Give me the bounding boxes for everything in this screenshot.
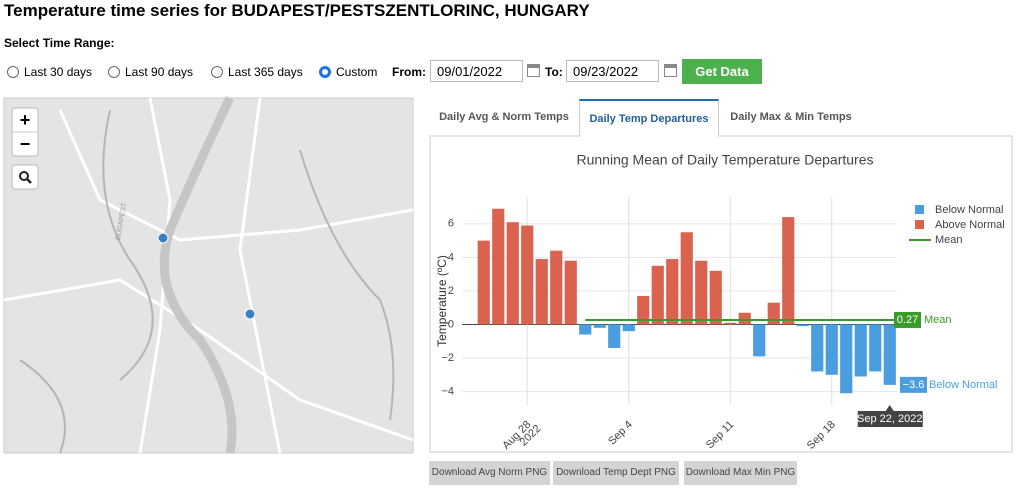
zoom-out[interactable]: − [20, 134, 31, 154]
bar [695, 260, 708, 325]
bar [651, 265, 664, 325]
tooltip-box [857, 411, 923, 427]
legend-swatch [915, 220, 924, 229]
radio-label: Last 30 days [24, 65, 93, 79]
legend-label: Above Normal [935, 219, 1005, 231]
zoom-in[interactable]: + [20, 110, 31, 130]
bar [477, 240, 490, 325]
bar [492, 208, 505, 325]
bar [579, 324, 592, 335]
bar [825, 324, 838, 375]
value-label-name: Below Normal [929, 379, 997, 391]
y-tick-label: 4 [448, 251, 454, 263]
bar [506, 222, 519, 325]
bar [535, 259, 548, 325]
search-icon [19, 171, 29, 181]
bar [811, 324, 824, 372]
map-river [159, 96, 237, 454]
download-button[interactable]: Download Max Min PNG [684, 461, 797, 485]
from-label: From: [392, 65, 426, 79]
bar [854, 324, 867, 377]
mean-label-name: Mean [924, 314, 952, 326]
bar [680, 232, 693, 325]
bar [709, 270, 722, 325]
y-tick-label: 0 [448, 318, 454, 330]
to-input[interactable]: 09/23/2022 [566, 60, 659, 82]
radio-label: Last 90 days [125, 65, 194, 79]
search-icon [26, 178, 32, 184]
bar [840, 324, 853, 394]
map-roads [3, 97, 414, 454]
bar [666, 259, 679, 325]
station-marker[interactable] [157, 232, 169, 244]
download-button[interactable]: Download Avg Norm PNG [429, 461, 550, 485]
tooltip-pointer [885, 405, 894, 411]
search-button[interactable] [11, 164, 39, 190]
tab[interactable]: Daily Temp Departures [579, 99, 719, 137]
value-label: −3.6 [903, 379, 925, 391]
value-label-box [900, 376, 927, 393]
bar [550, 250, 563, 325]
radio-label: Custom [336, 65, 378, 79]
y-tick-label: 2 [448, 285, 454, 297]
tooltip: Sep 22, 2022 [857, 413, 922, 425]
legend-label: Mean [935, 234, 963, 246]
bar [521, 225, 534, 325]
map-border [19, 109, 395, 454]
bar [869, 324, 882, 372]
get-data-button[interactable]: Get Data [682, 59, 762, 84]
page-title: Temperature time series for BUDAPEST/PES… [4, 1, 590, 20]
bar [738, 312, 751, 325]
bar [564, 260, 577, 325]
y-tick-label: 6 [448, 218, 454, 230]
y-tick-label: −4 [441, 385, 454, 397]
bar [593, 324, 606, 328]
to-label: To: [545, 65, 563, 79]
from-input[interactable]: 09/01/2022 [430, 60, 523, 82]
radio[interactable] [108, 66, 120, 78]
calendar-icon[interactable] [527, 64, 540, 77]
radio-label: Last 365 days [228, 65, 303, 79]
mean-label-box [894, 311, 921, 328]
bar [883, 324, 896, 385]
y-tick-label: −2 [441, 352, 454, 364]
radio[interactable] [319, 66, 331, 78]
map: BUDAPEST + − [3, 96, 414, 454]
bar [767, 302, 780, 325]
range-label: Select Time Range: [4, 36, 115, 50]
chart-title: Running Mean of Daily Temperature Depart… [576, 152, 873, 168]
bar [608, 324, 621, 348]
mean-label: 0.27 [897, 314, 918, 326]
bar [637, 295, 650, 325]
radio[interactable] [7, 66, 19, 78]
bar [782, 217, 795, 325]
bar [622, 324, 635, 332]
tab[interactable]: Daily Avg & Norm Temps [439, 111, 569, 123]
legend-label: Below Normal [935, 204, 1003, 216]
radio[interactable] [211, 66, 223, 78]
bar [753, 324, 766, 357]
legend-swatch [915, 205, 924, 214]
tab[interactable]: Daily Max & Min Temps [730, 111, 852, 123]
bar [724, 322, 737, 325]
bar [796, 324, 809, 327]
y-axis-label: Temperature (ºC) [435, 255, 449, 347]
download-button[interactable]: Download Temp Dept PNG [553, 461, 679, 485]
station-marker[interactable] [244, 308, 256, 320]
calendar-icon[interactable] [664, 64, 677, 77]
map-bg [3, 97, 414, 454]
